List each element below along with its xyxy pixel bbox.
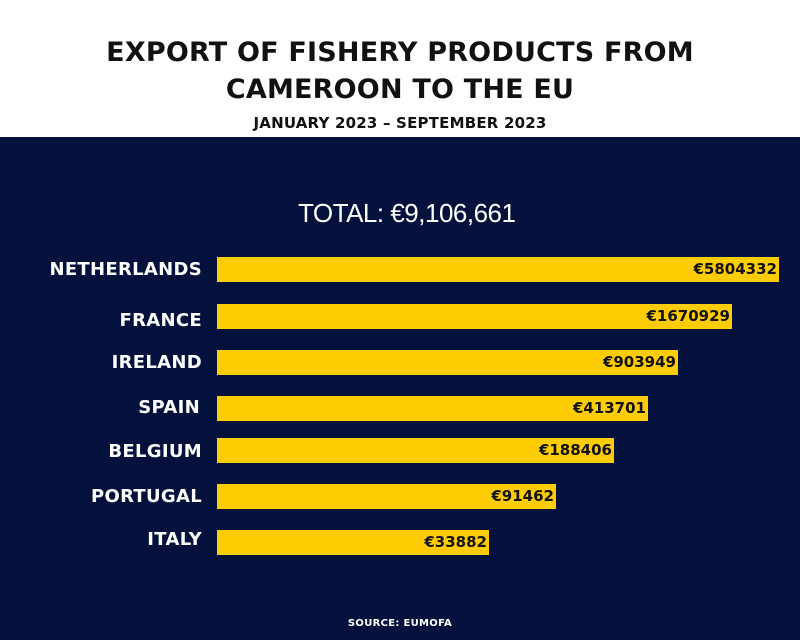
total-annotation: TOTAL: €9,106,661 bbox=[298, 198, 516, 228]
bar-value: €1670929 bbox=[646, 307, 731, 325]
bar-label-belgium: BELGIUM bbox=[108, 441, 202, 462]
bar-value: €413701 bbox=[572, 399, 646, 417]
bar-belgium: €188406 bbox=[217, 438, 614, 463]
bar-label-italy: ITALY bbox=[147, 529, 202, 550]
bar-portugal: €91462 bbox=[217, 484, 556, 509]
bar-ireland: €903949 bbox=[217, 350, 678, 375]
bar-value: €33882 bbox=[424, 533, 487, 551]
bar-value: €188406 bbox=[538, 441, 612, 459]
bar-netherlands: €5804332 bbox=[217, 257, 779, 282]
chart-subtitle: JANUARY 2023 – SEPTEMBER 2023 bbox=[253, 114, 547, 132]
bar-italy: €33882 bbox=[217, 530, 489, 555]
chart-panel bbox=[0, 137, 800, 640]
bar-value: €5804332 bbox=[693, 260, 778, 278]
chart-title: EXPORT OF FISHERY PRODUCTS FROM CAMEROON… bbox=[0, 34, 800, 108]
bar-value: €903949 bbox=[602, 353, 676, 371]
chart-title-line1: EXPORT OF FISHERY PRODUCTS FROM bbox=[106, 37, 694, 68]
bar-label-netherlands: NETHERLANDS bbox=[49, 259, 202, 280]
bar-label-portugal: PORTUGAL bbox=[90, 486, 202, 507]
chart-title-line2: CAMEROON TO THE EU bbox=[225, 74, 575, 105]
bar-spain: €413701 bbox=[217, 396, 648, 421]
bar-label-spain: SPAIN bbox=[138, 397, 200, 418]
source-note: SOURCE: EUMOFA bbox=[347, 618, 453, 629]
header: EXPORT OF FISHERY PRODUCTS FROM CAMEROON… bbox=[0, 0, 800, 137]
bar-france: €1670929 bbox=[217, 304, 732, 329]
bar-label-france: FRANCE bbox=[119, 310, 202, 331]
bar-label-ireland: IRELAND bbox=[111, 352, 202, 373]
bar-value: €91462 bbox=[491, 487, 554, 505]
